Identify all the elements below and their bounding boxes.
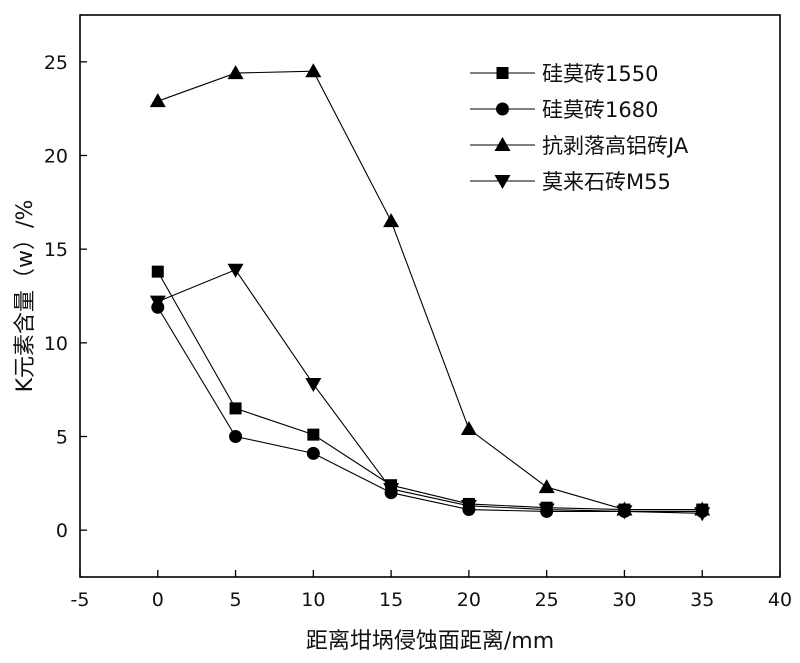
legend-marker bbox=[494, 175, 511, 189]
x-tick-label: 0 bbox=[152, 589, 164, 611]
legend: 硅莫砖1550 硅莫砖1680 抗剥落高铝砖JA 莫来石砖M55 bbox=[470, 62, 689, 194]
data-point bbox=[227, 263, 244, 278]
data-point bbox=[460, 499, 477, 514]
series-3 bbox=[149, 63, 711, 516]
x-tick-label: 10 bbox=[301, 589, 325, 611]
x-tick-label: 35 bbox=[690, 589, 714, 611]
y-tick-label: 10 bbox=[44, 333, 68, 355]
data-point bbox=[149, 295, 166, 310]
x-tick-label: 40 bbox=[768, 589, 792, 611]
x-tick-label: 20 bbox=[457, 589, 481, 611]
legend-item: 硅莫砖1550 bbox=[470, 62, 658, 86]
legend-label: 硅莫砖1550 bbox=[542, 62, 658, 86]
data-point bbox=[306, 446, 320, 460]
data-point bbox=[305, 378, 322, 393]
x-tick-label: 15 bbox=[379, 589, 403, 611]
legend-label: 莫来石砖M55 bbox=[542, 170, 671, 194]
series-line bbox=[157, 70, 703, 511]
legend-item: 硅莫砖1680 bbox=[470, 98, 658, 122]
data-point bbox=[229, 402, 242, 415]
data-point bbox=[227, 65, 244, 80]
data-point bbox=[616, 505, 633, 520]
legend-marker bbox=[494, 137, 511, 151]
y-tick-label: 25 bbox=[44, 52, 68, 74]
data-point bbox=[538, 479, 555, 494]
y-tick-label: 0 bbox=[56, 520, 68, 542]
data-point bbox=[383, 213, 400, 228]
x-tick-label: 30 bbox=[612, 589, 636, 611]
y-tick-label: 15 bbox=[44, 239, 68, 261]
y-axis-title: K元素含量（w）/% bbox=[13, 200, 38, 393]
data-point bbox=[694, 507, 711, 522]
data-point bbox=[305, 63, 322, 78]
data-point bbox=[149, 93, 166, 108]
y-tick-label: 20 bbox=[44, 146, 68, 168]
series-line bbox=[157, 269, 703, 514]
x-tick-label: 25 bbox=[535, 589, 559, 611]
data-point bbox=[307, 428, 320, 441]
data-point bbox=[151, 265, 164, 278]
plot-frame bbox=[79, 14, 781, 578]
axis-ticks: -5 0 5 10 15 20 25 30 35 40 0 5 10 15 20 25 bbox=[44, 52, 792, 611]
data-point bbox=[229, 430, 243, 443]
x-axis-title: 距离坩埚侵蚀面距离/mm bbox=[306, 629, 554, 654]
x-tick-label: 5 bbox=[230, 589, 242, 611]
series-4 bbox=[149, 263, 711, 522]
legend-label: 抗剥落高铝砖JA bbox=[542, 134, 689, 158]
series-1 bbox=[151, 265, 709, 516]
legend-label: 硅莫砖1680 bbox=[542, 98, 658, 122]
legend-item: 抗剥落高铝砖JA bbox=[470, 134, 689, 158]
x-tick-label: -5 bbox=[71, 589, 90, 611]
legend-item: 莫来石砖M55 bbox=[470, 170, 671, 194]
data-point bbox=[460, 421, 477, 436]
data-point bbox=[383, 482, 400, 497]
y-tick-label: 5 bbox=[56, 427, 68, 449]
data-point bbox=[538, 503, 555, 518]
legend-marker bbox=[496, 67, 509, 79]
series-line bbox=[157, 271, 703, 511]
series-layer bbox=[149, 63, 711, 522]
legend-marker bbox=[496, 102, 509, 116]
